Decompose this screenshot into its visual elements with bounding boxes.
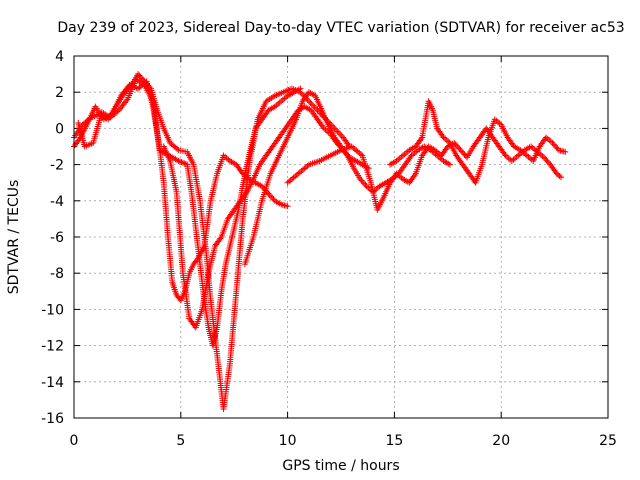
y-tick-label: -6 [50,230,64,246]
y-axis-ticks: -16 -14 -12 -10 -8 -6 -4 -2 0 2 4 [41,49,608,427]
data-point [553,144,560,151]
data-point [297,85,304,92]
data-point [460,150,467,157]
data-point [135,71,142,78]
x-tick-label: 25 [599,433,617,449]
y-tick-label: -14 [41,375,64,391]
data-points [71,71,569,412]
y-tick-label: 0 [55,121,64,137]
data-point [179,159,186,166]
data-point [269,194,276,201]
grid [74,56,608,418]
y-tick-label: -4 [50,194,64,210]
data-point [542,155,549,162]
data-point [359,178,366,185]
data-point [178,159,185,166]
data-point [136,72,143,79]
x-tick-label: 10 [279,433,297,449]
data-point [552,142,559,149]
data-point [175,157,182,164]
x-tick-label: 0 [70,433,79,449]
data-point [455,144,462,151]
x-tick-label: 20 [492,433,510,449]
y-tick-label: -10 [41,302,64,318]
y-tick-label: -16 [41,411,64,427]
data-point [456,145,463,152]
x-axis-ticks: 0 5 10 15 20 25 [70,56,617,449]
x-tick-label: 15 [385,433,403,449]
x-axis-label: GPS time / hours [282,458,399,474]
series-sat-g [387,98,569,186]
data-point [549,139,556,146]
data-point [174,145,181,152]
data-point [138,75,145,82]
data-point [461,151,468,158]
data-point [550,141,557,148]
data-point [540,154,547,161]
data-point [358,177,365,184]
data-point [457,147,464,154]
chart-title: Day 239 of 2023, Sidereal Day-to-day VTE… [57,20,624,36]
y-tick-label: -12 [41,339,64,355]
data-point [562,148,569,155]
data-point [284,203,291,210]
data-point [446,161,453,168]
series-sat-c [75,76,304,349]
data-point [458,148,465,155]
data-point [114,108,121,115]
plot-frame [73,55,609,419]
data-point [266,192,273,199]
data-point [362,181,369,188]
data-point [361,180,368,187]
data-point [453,142,460,149]
y-tick-label: 2 [55,85,64,101]
y-tick-label: 4 [55,49,64,65]
x-tick-label: 5 [176,433,185,449]
y-tick-label: -2 [50,158,64,174]
data-point [265,190,272,197]
data-point [267,193,274,200]
data-point [181,160,188,167]
y-tick-label: -8 [50,266,64,282]
data-point [543,157,550,164]
y-axis-label: SDTVAR / TECUs [6,180,22,295]
data-point [556,173,563,180]
data-point [357,176,364,183]
data-point [544,158,551,165]
data-point [177,158,184,165]
data-point [558,174,565,181]
data-point [137,73,144,80]
